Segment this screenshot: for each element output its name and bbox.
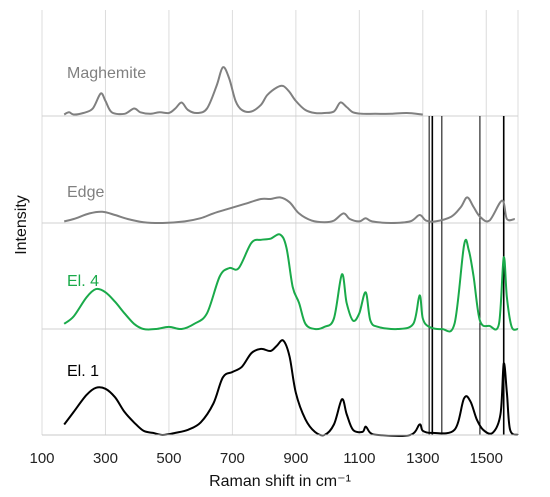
x-tick-labels: 100 300 500 700 900 1100 1300 1500	[29, 450, 502, 467]
series-line-el-4	[63, 233, 519, 333]
x-tick-label: 700	[220, 450, 245, 467]
x-tick-label: 1500	[470, 450, 503, 467]
series-label: Maghemite	[67, 65, 146, 82]
x-axis-title: Raman shift in cm⁻¹	[209, 473, 351, 490]
x-tick-label: 100	[29, 450, 54, 467]
series-group	[63, 66, 519, 437]
x-tick-label: 500	[156, 450, 181, 467]
series-line-el-1	[63, 339, 519, 437]
grid	[41, 10, 519, 435]
x-tick-label: 900	[283, 450, 308, 467]
x-tick-label: 300	[93, 450, 118, 467]
series-labels: Maghemite Edge El. 4 El. 1	[67, 65, 146, 380]
x-tick-label: 1300	[406, 450, 439, 467]
series-line-maghemite	[63, 66, 423, 116]
y-axis-title: Intensity	[13, 195, 30, 255]
series-label: Edge	[67, 184, 104, 201]
x-tick-label: 1100	[343, 450, 375, 467]
series-line-edge	[63, 196, 515, 225]
series-label: El. 4	[67, 273, 99, 290]
series-label: El. 1	[67, 363, 99, 380]
reference-lines	[428, 116, 505, 435]
